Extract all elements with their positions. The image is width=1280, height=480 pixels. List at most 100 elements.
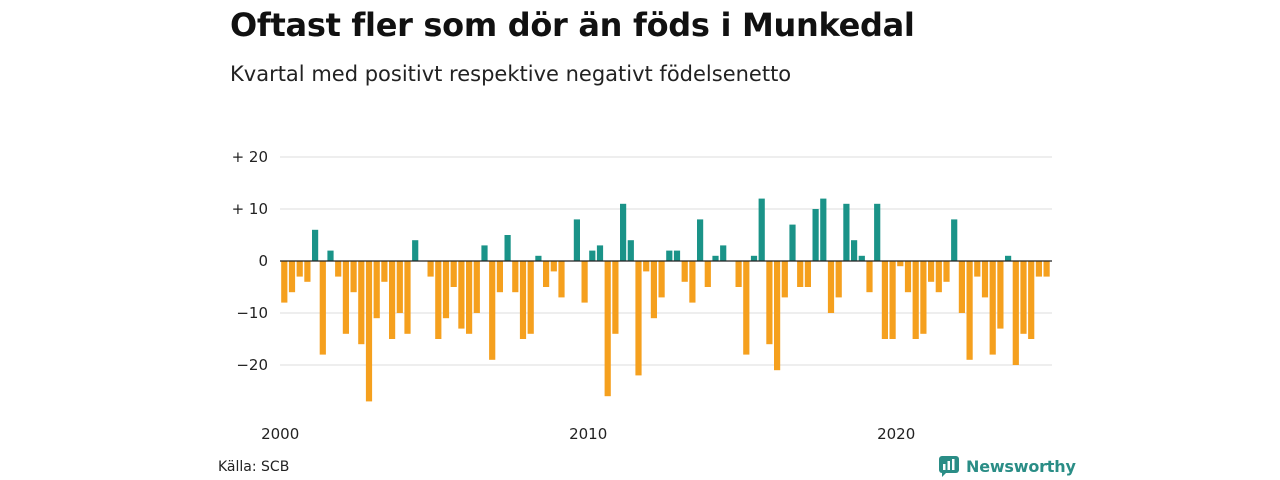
bar-negative — [396, 261, 403, 313]
bar-negative — [743, 261, 750, 355]
bar-positive — [851, 240, 858, 261]
bar-negative — [904, 261, 912, 293]
bar-negative — [365, 261, 373, 402]
bar-negative — [966, 261, 973, 360]
bar-negative — [881, 261, 888, 339]
bar-negative — [827, 261, 835, 313]
bar-negative — [689, 261, 696, 303]
bar-positive — [951, 219, 958, 261]
bar-positive — [535, 255, 542, 261]
chart-subtitle: Kvartal med positivt respektive negativt… — [230, 62, 792, 86]
bar-positive — [858, 255, 865, 261]
chart-title: Oftast fler som dör än föds i Munkedal — [230, 6, 915, 44]
bar-negative — [543, 261, 550, 287]
bar-negative — [1020, 261, 1027, 334]
bar-negative — [866, 261, 873, 293]
bar-positive — [843, 203, 850, 261]
bar-negative — [404, 261, 411, 334]
bar-negative — [435, 261, 442, 339]
bar-negative — [550, 261, 557, 272]
bar-negative — [512, 261, 519, 293]
brand-name: Newsworthy — [966, 456, 1076, 476]
bar-negative — [974, 261, 981, 277]
bar-negative — [581, 261, 588, 303]
newsworthy-logo-icon — [939, 456, 959, 477]
x-tick-label: 2000 — [261, 425, 299, 443]
bar-positive — [620, 203, 627, 261]
bar-negative — [766, 261, 773, 345]
bar-negative — [912, 261, 919, 339]
bar-negative — [935, 261, 942, 293]
bar-negative — [442, 261, 450, 319]
bar-negative — [681, 261, 688, 282]
bar-positive — [750, 255, 758, 261]
bar-positive — [1005, 255, 1012, 261]
x-tick-label: 2020 — [877, 425, 915, 443]
y-tick-label: −10 — [236, 304, 268, 322]
bar-negative — [981, 261, 989, 298]
bar-negative — [1028, 261, 1035, 339]
bar-negative — [358, 261, 365, 345]
bar-positive — [874, 203, 881, 261]
bar-negative — [450, 261, 457, 287]
bar-negative — [604, 261, 611, 397]
bar-positive — [712, 255, 719, 261]
bar-negative — [558, 261, 565, 298]
bar-negative — [1043, 261, 1050, 277]
bar-positive — [327, 250, 334, 261]
bar-positive — [820, 198, 827, 261]
bar-positive — [504, 235, 511, 261]
bar-negative — [658, 261, 665, 298]
bar-negative — [319, 261, 326, 355]
source-note: Källa: SCB — [218, 459, 290, 475]
bar-positive — [697, 219, 704, 261]
bar-negative — [928, 261, 935, 282]
bar-positive — [481, 245, 488, 261]
bar-negative — [635, 261, 642, 376]
bar-negative — [473, 261, 480, 313]
bar-negative — [781, 261, 788, 298]
brand-logo: Newsworthy — [938, 455, 1076, 477]
bar-positive — [666, 250, 673, 261]
bar-negative — [489, 261, 496, 360]
bar-negative — [427, 261, 434, 277]
bar-negative — [304, 261, 311, 282]
bar-negative — [920, 261, 927, 334]
bar-negative — [797, 261, 804, 287]
y-tick-label: + 10 — [232, 200, 268, 218]
bar-positive — [789, 224, 796, 261]
y-tick-label: + 20 — [232, 148, 268, 166]
bar-negative — [381, 261, 388, 282]
bar-negative — [958, 261, 965, 313]
bar-positive — [596, 245, 604, 261]
bar-negative — [997, 261, 1004, 329]
bar-positive — [627, 240, 634, 261]
bar-negative — [1035, 261, 1042, 277]
bar-negative — [527, 261, 534, 334]
bar-negative — [897, 261, 904, 267]
bar-negative — [389, 261, 396, 339]
x-tick-label: 2010 — [569, 425, 607, 443]
bar-positive — [412, 240, 419, 261]
bar-positive — [758, 198, 765, 261]
bar-negative — [889, 261, 896, 339]
bar-negative — [281, 261, 288, 303]
bar-negative — [458, 261, 465, 329]
y-tick-label: 0 — [258, 252, 268, 270]
bar-negative — [350, 261, 357, 293]
bar-negative — [373, 261, 380, 319]
bar-negative — [804, 261, 811, 287]
bar-negative — [496, 261, 503, 293]
y-tick-label: −20 — [236, 356, 268, 374]
bar-negative — [835, 261, 842, 298]
bar-negative — [943, 261, 950, 282]
bar-positive — [673, 250, 681, 261]
bar-negative — [989, 261, 996, 355]
bar-negative — [1012, 261, 1019, 365]
bar-negative — [612, 261, 619, 334]
bar-negative — [774, 261, 781, 371]
bar-negative — [335, 261, 342, 277]
bar-negative — [466, 261, 473, 334]
bar-negative — [735, 261, 742, 287]
